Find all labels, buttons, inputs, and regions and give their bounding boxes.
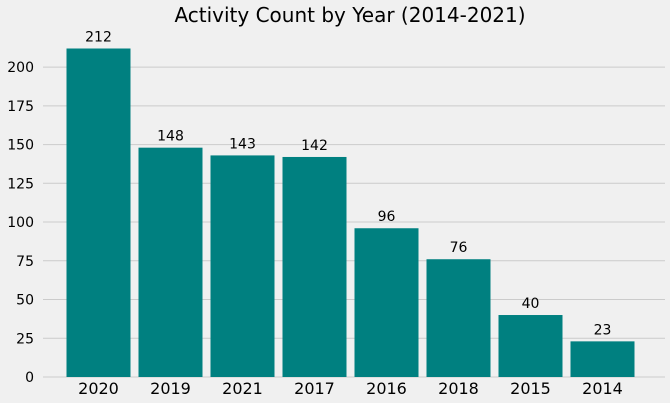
- bar: [282, 156, 347, 377]
- bars: [66, 48, 635, 378]
- y-tick-label: 200: [7, 60, 34, 76]
- x-tick-label: 2016: [366, 379, 407, 398]
- y-tick-label: 100: [7, 215, 34, 231]
- y-tick-label: 150: [7, 138, 34, 154]
- x-tick-label: 2014: [582, 379, 623, 398]
- x-tick-label: 2017: [294, 379, 335, 398]
- x-tick-label: 2019: [150, 379, 191, 398]
- bar: [66, 48, 131, 378]
- y-tick-label: 175: [7, 99, 34, 115]
- bar-value-label: 76: [450, 240, 468, 256]
- x-tick-label: 2020: [78, 379, 119, 398]
- bar: [138, 147, 203, 377]
- bar-value-label: 40: [522, 296, 540, 312]
- x-axis-ticks: 2020 2019 2021 2017 2016 2018 2015 2014: [78, 379, 623, 398]
- x-tick-label: 2015: [510, 379, 551, 398]
- bar-value-label: 23: [594, 322, 612, 338]
- bar-value-label: 142: [301, 138, 328, 154]
- bar: [570, 341, 635, 377]
- bar: [426, 259, 491, 377]
- y-tick-label: 0: [25, 370, 34, 386]
- bar-value-label: 212: [85, 29, 112, 45]
- x-tick-label: 2018: [438, 379, 479, 398]
- bar-value-label: 148: [157, 129, 184, 145]
- bar-value-label: 96: [378, 209, 396, 225]
- chart-title: Activity Count by Year (2014-2021): [174, 3, 525, 27]
- bar: [210, 155, 275, 377]
- bar: [354, 228, 419, 377]
- data-labels: 212 148 143 142 96 76 40 23: [85, 29, 611, 338]
- y-axis-ticks: 0 25 50 75 100 125 150 175 200: [7, 60, 34, 386]
- y-tick-label: 125: [7, 176, 34, 192]
- y-tick-label: 75: [16, 254, 34, 270]
- x-tick-label: 2021: [222, 379, 263, 398]
- y-tick-label: 25: [16, 331, 34, 347]
- grid-lines: [43, 66, 665, 378]
- bar-value-label: 143: [229, 136, 256, 152]
- bar: [498, 315, 563, 377]
- y-tick-label: 50: [16, 293, 34, 309]
